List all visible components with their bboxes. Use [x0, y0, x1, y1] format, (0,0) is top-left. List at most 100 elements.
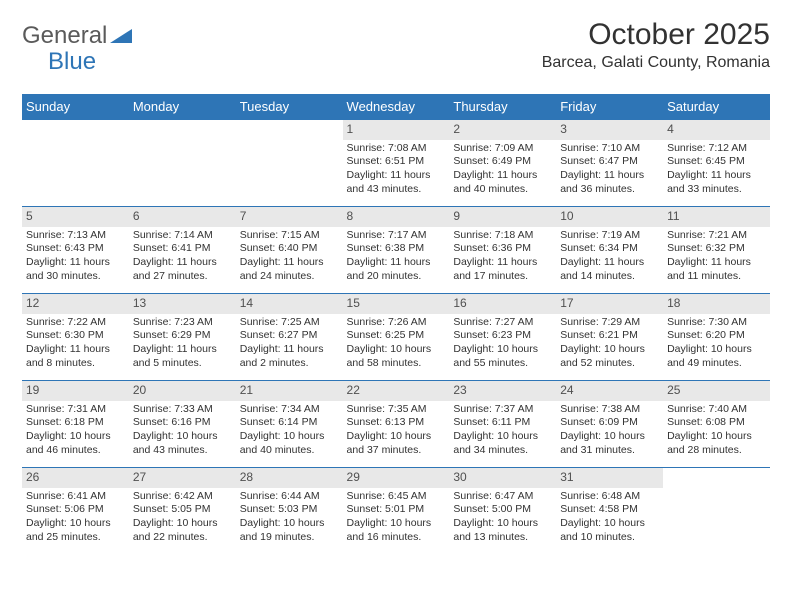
day-number: 19 [22, 381, 129, 401]
calendar-cell: 5Sunrise: 7:13 AMSunset: 6:43 PMDaylight… [22, 207, 129, 294]
day-details: Sunrise: 6:45 AMSunset: 5:01 PMDaylight:… [343, 488, 450, 549]
day-number: 7 [236, 207, 343, 227]
day-details: Sunrise: 7:31 AMSunset: 6:18 PMDaylight:… [22, 401, 129, 462]
day-number [663, 468, 770, 488]
daylight-text: Daylight: 10 hours and 31 minutes. [560, 430, 659, 457]
sunset-text: Sunset: 6:41 PM [133, 242, 232, 256]
sunset-text: Sunset: 6:21 PM [560, 329, 659, 343]
logo-triangle-icon [110, 27, 132, 48]
calendar-cell: 21Sunrise: 7:34 AMSunset: 6:14 PMDayligh… [236, 381, 343, 468]
sunset-text: Sunset: 5:03 PM [240, 503, 339, 517]
sunset-text: Sunset: 6:08 PM [667, 416, 766, 430]
daylight-text: Daylight: 11 hours and 27 minutes. [133, 256, 232, 283]
calendar-cell: 9Sunrise: 7:18 AMSunset: 6:36 PMDaylight… [449, 207, 556, 294]
sunrise-text: Sunrise: 7:19 AM [560, 229, 659, 243]
day-number: 13 [129, 294, 236, 314]
day-details: Sunrise: 7:25 AMSunset: 6:27 PMDaylight:… [236, 314, 343, 375]
sunset-text: Sunset: 6:18 PM [26, 416, 125, 430]
calendar-cell: 22Sunrise: 7:35 AMSunset: 6:13 PMDayligh… [343, 381, 450, 468]
sunrise-text: Sunrise: 7:40 AM [667, 403, 766, 417]
sunset-text: Sunset: 6:11 PM [453, 416, 552, 430]
day-details: Sunrise: 7:34 AMSunset: 6:14 PMDaylight:… [236, 401, 343, 462]
sunset-text: Sunset: 6:23 PM [453, 329, 552, 343]
calendar-body: 1Sunrise: 7:08 AMSunset: 6:51 PMDaylight… [22, 120, 770, 555]
sunset-text: Sunset: 5:05 PM [133, 503, 232, 517]
day-header: Saturday [663, 94, 770, 120]
sunset-text: Sunset: 6:13 PM [347, 416, 446, 430]
sunrise-text: Sunrise: 7:17 AM [347, 229, 446, 243]
day-details: Sunrise: 7:35 AMSunset: 6:13 PMDaylight:… [343, 401, 450, 462]
day-number: 18 [663, 294, 770, 314]
calendar-cell: 18 Sunrise: 7:30 AMSunset: 6:20 PMDayligh… [663, 294, 770, 381]
calendar-cell: 20Sunrise: 7:33 AMSunset: 6:16 PMDayligh… [129, 381, 236, 468]
day-header: Friday [556, 94, 663, 120]
day-header: Monday [129, 94, 236, 120]
calendar-cell [663, 468, 770, 555]
calendar-cell: 17Sunrise: 7:29 AMSunset: 6:21 PMDayligh… [556, 294, 663, 381]
day-details: Sunrise: 7:37 AMSunset: 6:11 PMDaylight:… [449, 401, 556, 462]
sunrise-text: Sunrise: 6:45 AM [347, 490, 446, 504]
day-details: Sunrise: 6:42 AMSunset: 5:05 PMDaylight:… [129, 488, 236, 549]
day-number: 2 [449, 120, 556, 140]
day-details: Sunrise: 7:10 AMSunset: 6:47 PMDaylight:… [556, 140, 663, 201]
day-details: Sunrise: 7:09 AMSunset: 6:49 PMDaylight:… [449, 140, 556, 201]
sunset-text: Sunset: 6:25 PM [347, 329, 446, 343]
day-number: 24 [556, 381, 663, 401]
day-details: Sunrise: 7:23 AMSunset: 6:29 PMDaylight:… [129, 314, 236, 375]
day-number: 9 [449, 207, 556, 227]
calendar-row: 5Sunrise: 7:13 AMSunset: 6:43 PMDaylight… [22, 207, 770, 294]
daylight-text: Daylight: 10 hours and 37 minutes. [347, 430, 446, 457]
sunrise-text: Sunrise: 7:18 AM [453, 229, 552, 243]
day-number: 10 [556, 207, 663, 227]
day-number: 25 [663, 381, 770, 401]
daylight-text: Daylight: 11 hours and 17 minutes. [453, 256, 552, 283]
day-number: 16 [449, 294, 556, 314]
header: General Blue October 2025 Barcea, Galati… [22, 18, 770, 88]
sunset-text: Sunset: 6:38 PM [347, 242, 446, 256]
daylight-text: Daylight: 10 hours and 52 minutes. [560, 343, 659, 370]
sunset-text: Sunset: 4:58 PM [560, 503, 659, 517]
day-details: Sunrise: 7:21 AMSunset: 6:32 PMDaylight:… [663, 227, 770, 288]
calendar-row: 12Sunrise: 7:22 AMSunset: 6:30 PMDayligh… [22, 294, 770, 381]
sunrise-text: Sunrise: 6:44 AM [240, 490, 339, 504]
sunrise-text: Sunrise: 7:23 AM [133, 316, 232, 330]
calendar-cell: 31Sunrise: 6:48 AMSunset: 4:58 PMDayligh… [556, 468, 663, 555]
calendar-cell: 7Sunrise: 7:15 AMSunset: 6:40 PMDaylight… [236, 207, 343, 294]
sunset-text: Sunset: 6:47 PM [560, 155, 659, 169]
day-number: 27 [129, 468, 236, 488]
daylight-text: Daylight: 11 hours and 24 minutes. [240, 256, 339, 283]
daylight-text: Daylight: 10 hours and 28 minutes. [667, 430, 766, 457]
sunset-text: Sunset: 5:06 PM [26, 503, 125, 517]
day-number: 20 [129, 381, 236, 401]
calendar-cell: 30Sunrise: 6:47 AMSunset: 5:00 PMDayligh… [449, 468, 556, 555]
calendar-cell [129, 120, 236, 207]
day-number: 26 [22, 468, 129, 488]
day-number: 5 [22, 207, 129, 227]
sunrise-text: Sunrise: 7:30 AM [667, 316, 766, 330]
calendar-cell: 6Sunrise: 7:14 AMSunset: 6:41 PMDaylight… [129, 207, 236, 294]
sunset-text: Sunset: 6:45 PM [667, 155, 766, 169]
day-details: Sunrise: 7:17 AMSunset: 6:38 PMDaylight:… [343, 227, 450, 288]
sunrise-text: Sunrise: 7:25 AM [240, 316, 339, 330]
day-details: Sunrise: 7:18 AMSunset: 6:36 PMDaylight:… [449, 227, 556, 288]
calendar-cell: 2Sunrise: 7:09 AMSunset: 6:49 PMDaylight… [449, 120, 556, 207]
sunrise-text: Sunrise: 6:48 AM [560, 490, 659, 504]
calendar-row: 19Sunrise: 7:31 AMSunset: 6:18 PMDayligh… [22, 381, 770, 468]
calendar-table: SundayMondayTuesdayWednesdayThursdayFrid… [22, 94, 770, 555]
calendar-cell: 11Sunrise: 7:21 AMSunset: 6:32 PMDayligh… [663, 207, 770, 294]
daylight-text: Daylight: 10 hours and 55 minutes. [453, 343, 552, 370]
calendar-cell: 1Sunrise: 7:08 AMSunset: 6:51 PMDaylight… [343, 120, 450, 207]
day-number: 11 [663, 207, 770, 227]
month-title: October 2025 [542, 18, 770, 52]
daylight-text: Daylight: 11 hours and 20 minutes. [347, 256, 446, 283]
calendar-cell: 16Sunrise: 7:27 AMSunset: 6:23 PMDayligh… [449, 294, 556, 381]
daylight-text: Daylight: 11 hours and 8 minutes. [26, 343, 125, 370]
daylight-text: Daylight: 11 hours and 33 minutes. [667, 169, 766, 196]
day-details: Sunrise: 6:48 AMSunset: 4:58 PMDaylight:… [556, 488, 663, 549]
sunset-text: Sunset: 6:40 PM [240, 242, 339, 256]
day-details: Sunrise: 7:38 AMSunset: 6:09 PMDaylight:… [556, 401, 663, 462]
daylight-text: Daylight: 10 hours and 49 minutes. [667, 343, 766, 370]
calendar-cell: 28Sunrise: 6:44 AMSunset: 5:03 PMDayligh… [236, 468, 343, 555]
sunset-text: Sunset: 6:20 PM [667, 329, 766, 343]
daylight-text: Daylight: 10 hours and 58 minutes. [347, 343, 446, 370]
